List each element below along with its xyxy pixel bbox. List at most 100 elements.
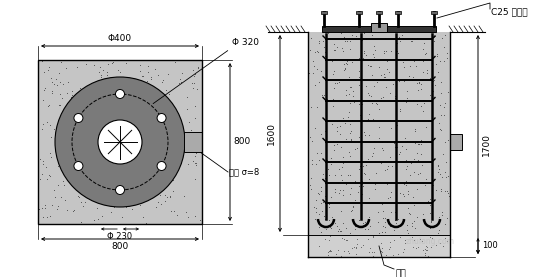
Point [97,214,106,218]
Point [197,137,206,141]
Point [392,220,401,225]
Point [374,210,383,214]
Point [316,200,325,205]
Point [160,168,169,172]
Point [322,227,331,232]
Point [380,216,389,220]
Point [364,63,373,67]
Point [141,160,150,164]
Point [63,207,72,212]
Point [376,241,385,245]
Point [320,44,329,49]
Point [346,122,354,126]
Point [428,160,437,165]
Point [348,33,357,37]
Point [409,170,418,175]
Point [128,169,137,174]
Point [56,91,65,96]
Point [175,76,184,81]
Point [412,63,421,68]
Point [67,170,76,175]
Point [413,81,422,85]
Point [438,243,447,248]
Point [157,184,166,189]
Point [370,250,379,254]
Point [440,112,449,117]
Point [442,56,451,60]
Point [133,122,142,127]
Point [59,82,68,86]
Point [379,216,388,220]
Point [342,93,351,97]
Point [159,104,168,109]
Point [97,163,106,167]
Point [69,186,78,190]
Point [419,41,428,45]
Point [438,175,447,179]
Point [95,70,104,75]
Point [317,209,326,213]
Point [81,98,90,102]
Point [414,172,423,176]
Point [63,91,72,96]
Point [426,181,435,185]
Point [320,194,329,199]
Point [123,174,132,178]
Point [318,223,327,227]
Point [56,194,65,199]
Point [136,90,144,94]
Point [387,125,396,130]
Point [53,183,62,187]
Point [415,142,424,146]
Point [351,224,360,229]
Point [48,203,57,207]
Point [46,135,55,139]
Point [417,152,426,157]
Point [397,33,406,37]
Point [336,253,345,258]
Point [324,250,333,255]
Point [355,69,364,73]
Point [365,214,374,219]
Point [426,93,435,98]
Point [94,217,102,221]
Point [320,214,329,219]
Point [377,246,386,250]
Point [357,224,366,228]
Point [374,230,383,235]
Point [145,134,154,139]
Point [67,93,76,98]
Point [344,172,353,177]
Point [363,226,372,231]
Point [96,74,105,79]
Point [365,111,374,116]
Point [426,197,435,202]
Point [112,106,121,110]
Point [403,163,412,168]
Point [147,106,156,110]
Point [188,68,197,72]
Point [183,95,192,99]
Point [418,77,427,82]
Point [176,161,185,166]
Point [346,186,355,190]
Point [171,125,180,130]
Point [358,220,367,225]
Point [428,80,437,85]
Point [409,218,418,223]
Point [76,170,85,175]
Point [330,56,339,61]
Point [352,242,361,246]
Point [190,116,199,120]
Point [352,236,361,241]
Point [417,82,426,86]
Point [362,163,371,168]
Point [92,79,101,84]
Point [329,86,338,90]
Point [410,127,419,132]
Point [163,133,172,137]
Point [385,240,394,244]
Point [436,187,445,191]
Bar [371,23,387,32]
Point [65,166,74,171]
